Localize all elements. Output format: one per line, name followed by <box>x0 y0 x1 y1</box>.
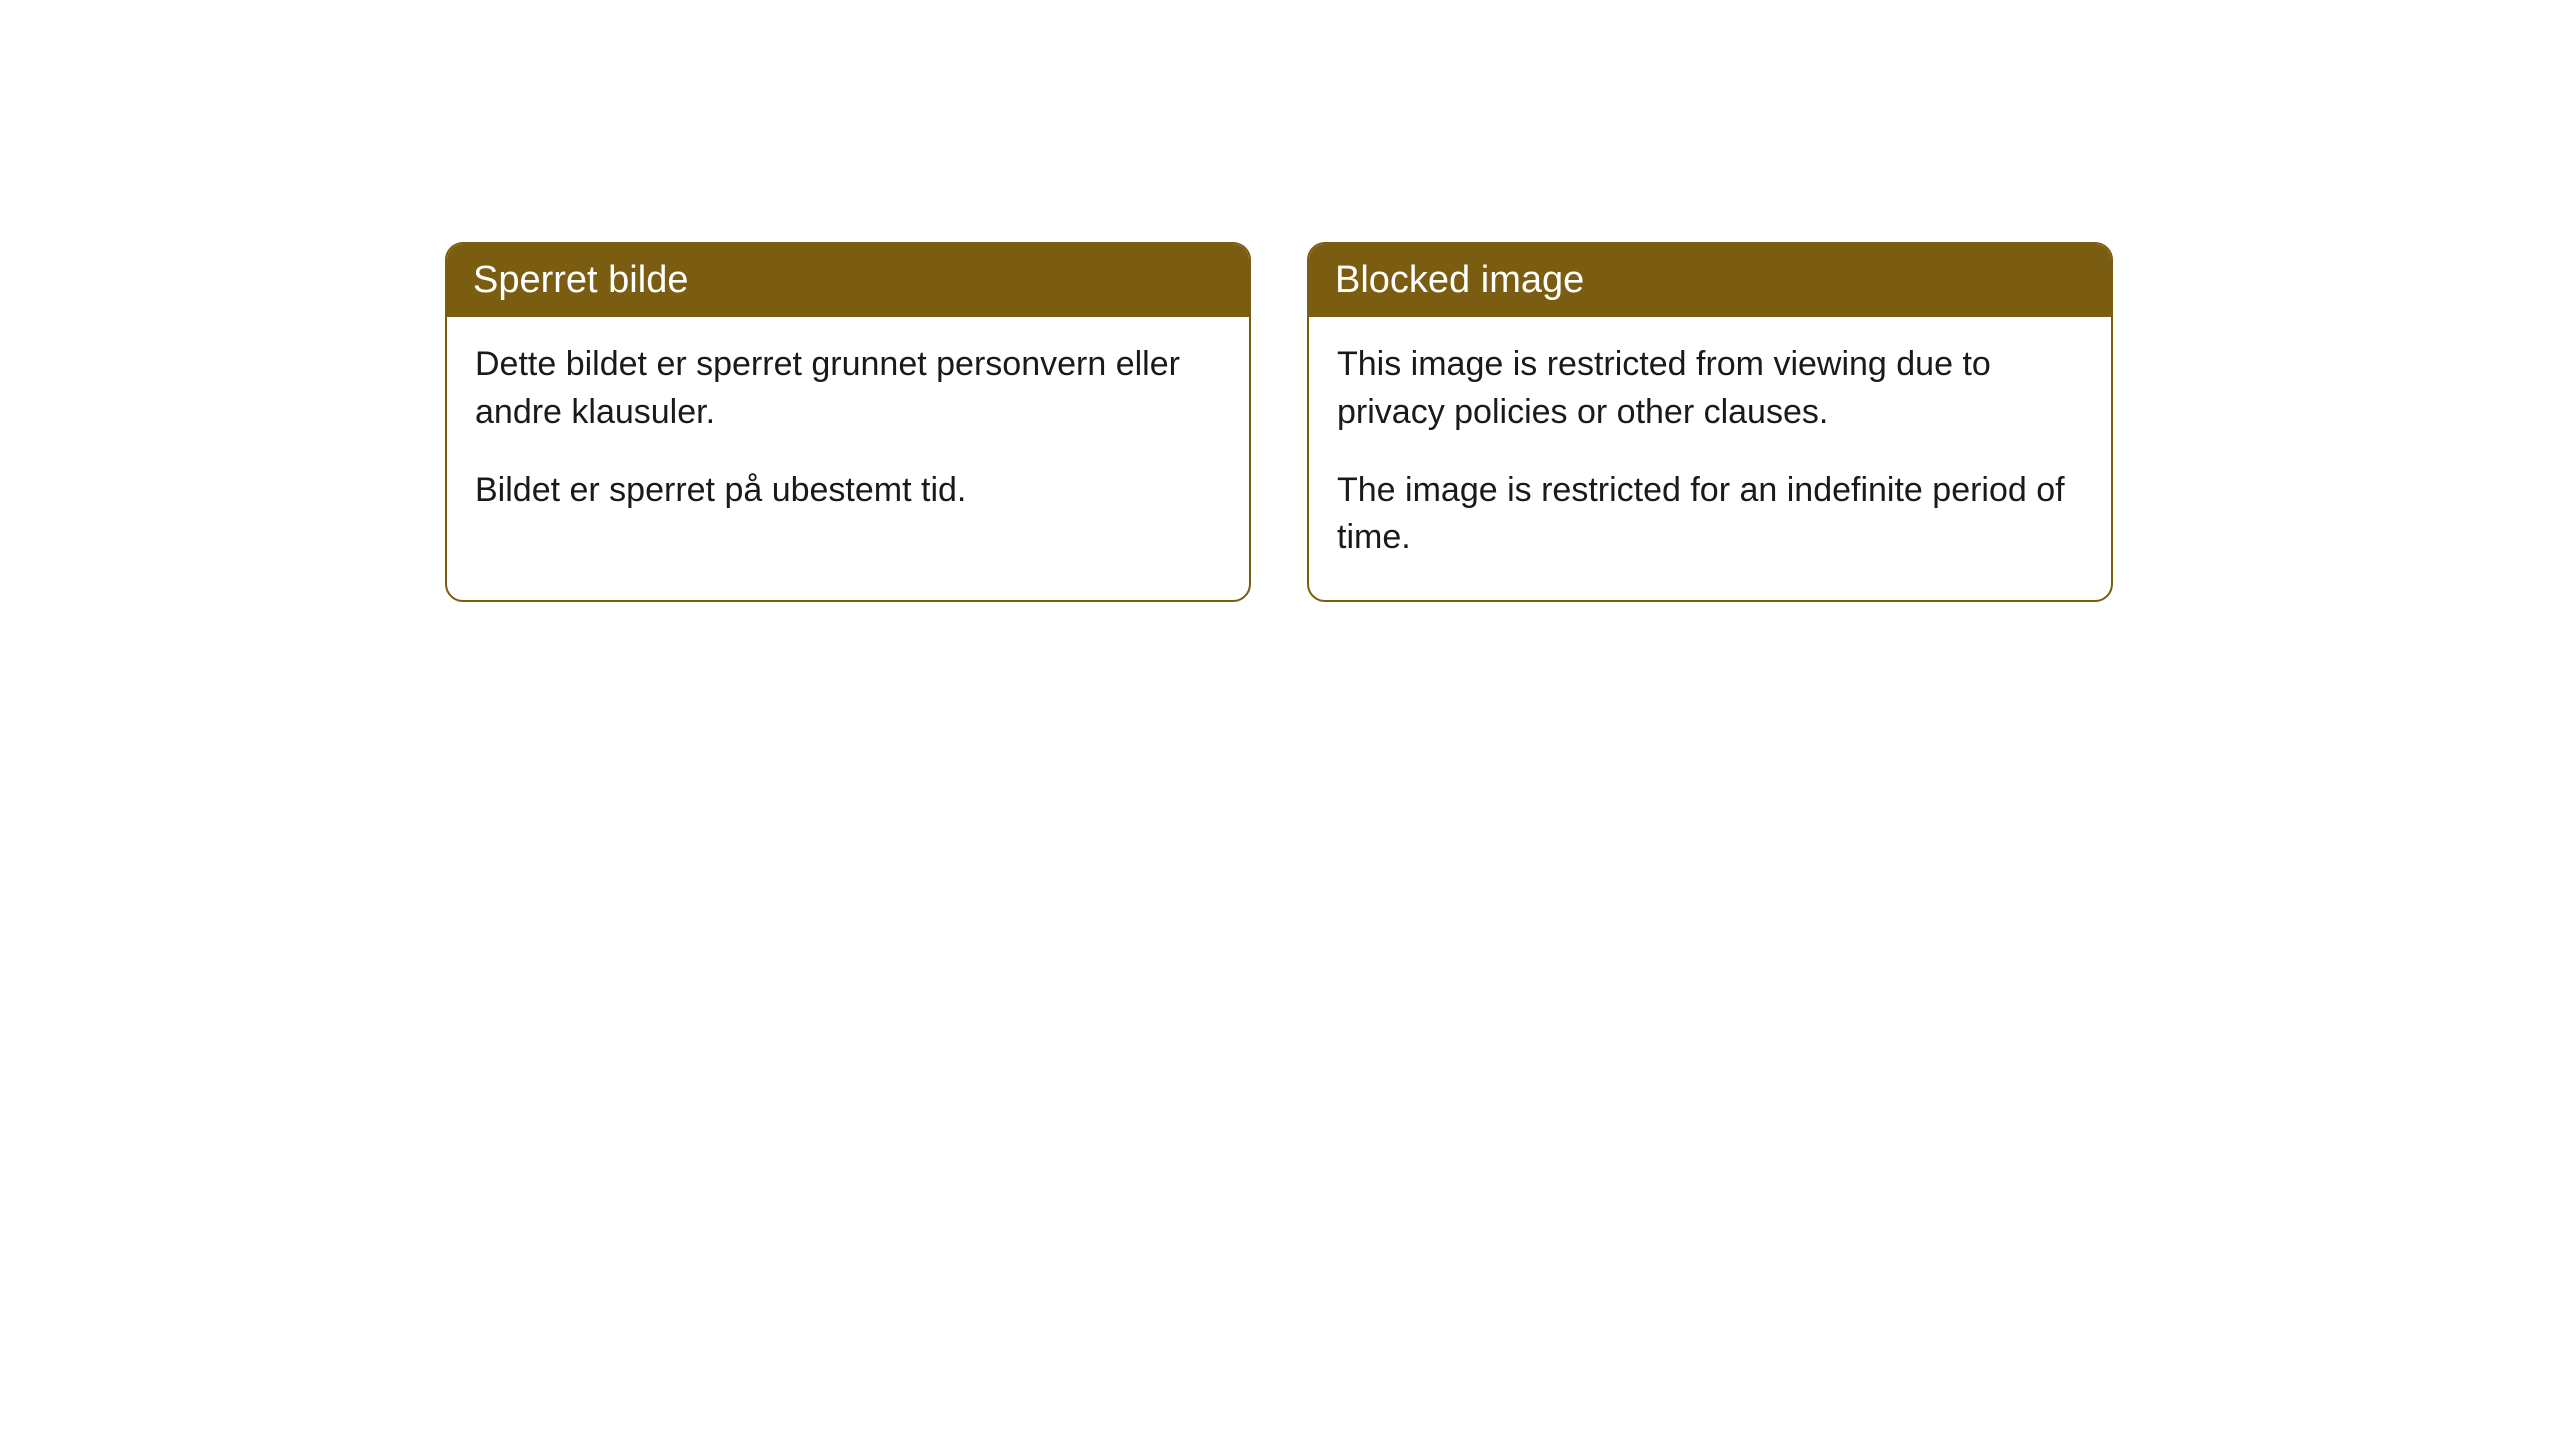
cards-container: Sperret bilde Dette bildet er sperret gr… <box>0 0 2560 602</box>
card-title: Blocked image <box>1309 244 2111 317</box>
blocked-image-card-norwegian: Sperret bilde Dette bildet er sperret gr… <box>445 242 1251 602</box>
card-paragraph: This image is restricted from viewing du… <box>1337 341 2083 436</box>
card-paragraph: Dette bildet er sperret grunnet personve… <box>475 341 1221 436</box>
card-body: Dette bildet er sperret grunnet personve… <box>447 317 1249 552</box>
blocked-image-card-english: Blocked image This image is restricted f… <box>1307 242 2113 602</box>
card-paragraph: The image is restricted for an indefinit… <box>1337 467 2083 562</box>
card-paragraph: Bildet er sperret på ubestemt tid. <box>475 467 1221 515</box>
card-title: Sperret bilde <box>447 244 1249 317</box>
card-body: This image is restricted from viewing du… <box>1309 317 2111 599</box>
